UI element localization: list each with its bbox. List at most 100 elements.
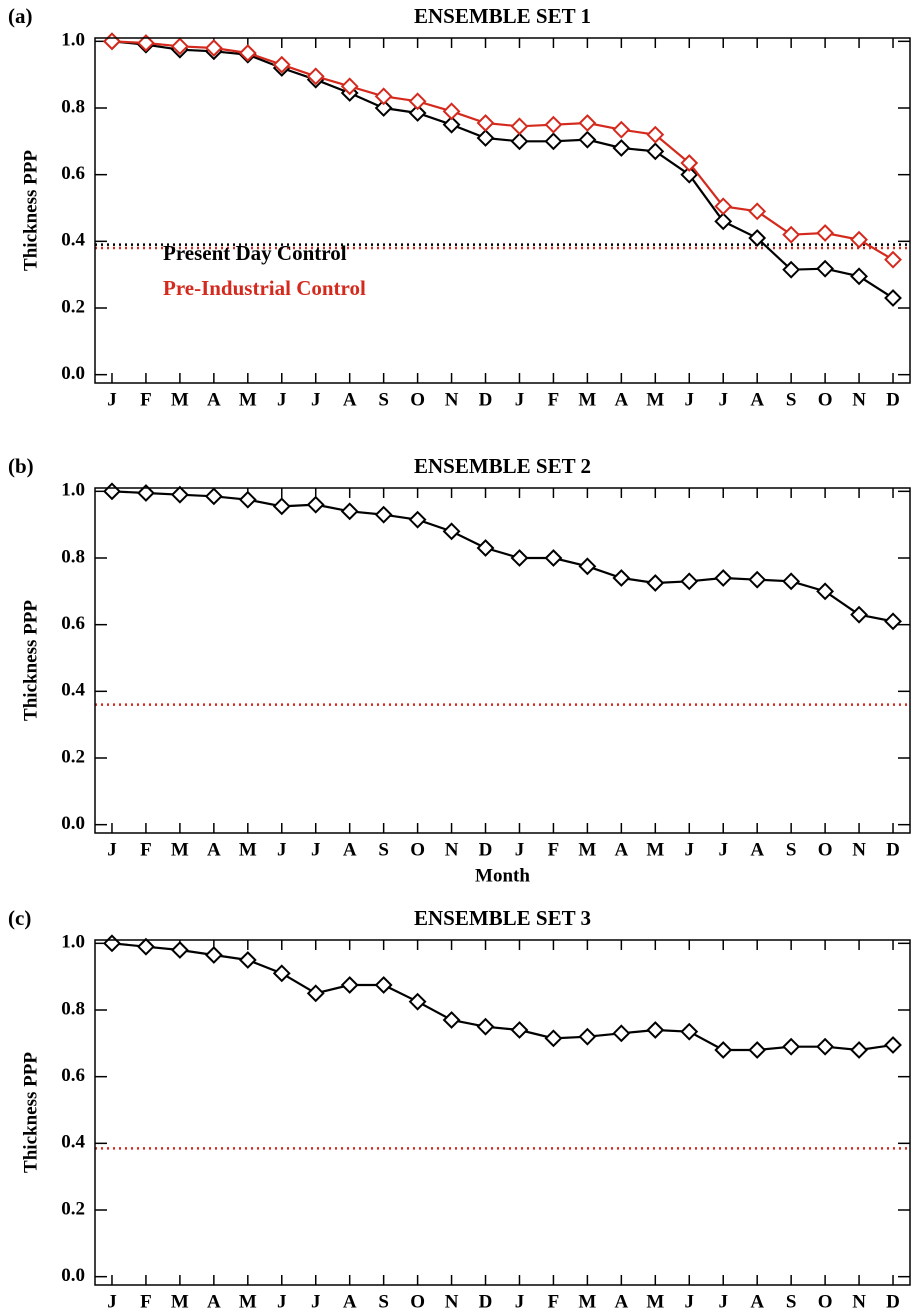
- marker: [544, 115, 563, 134]
- x-tick-label: F: [140, 839, 152, 860]
- marker: [170, 485, 189, 504]
- marker: [884, 612, 902, 631]
- x-tick-label: A: [614, 839, 628, 860]
- x-tick-label: M: [171, 839, 189, 860]
- x-tick-label: F: [140, 389, 152, 410]
- x-tick-label: M: [646, 1291, 664, 1311]
- y-axis-label: Thickness PPP: [20, 600, 41, 721]
- x-tick-label: D: [479, 1291, 493, 1311]
- marker: [170, 941, 189, 959]
- x-tick-label: N: [445, 389, 459, 410]
- marker: [204, 946, 223, 964]
- marker: [578, 114, 597, 132]
- marker: [272, 55, 291, 74]
- marker: [510, 549, 529, 567]
- x-tick-label: A: [750, 389, 764, 410]
- chart-title: ENSEMBLE SET 1: [414, 4, 591, 28]
- marker: [884, 1036, 902, 1054]
- x-tick-label: M: [578, 839, 596, 860]
- x-tick-label: N: [852, 1291, 866, 1311]
- y-tick-label: 1.0: [61, 480, 85, 501]
- x-tick-label: M: [171, 1291, 189, 1311]
- x-tick-label: J: [277, 389, 287, 410]
- y-tick-label: 0.2: [61, 1198, 85, 1219]
- marker: [782, 1037, 801, 1056]
- marker: [170, 37, 189, 56]
- panel-label: (b): [8, 454, 34, 478]
- marker: [578, 130, 597, 149]
- chart-title: ENSEMBLE SET 2: [414, 454, 591, 478]
- marker: [680, 572, 699, 591]
- x-tick-label: J: [107, 1291, 117, 1311]
- x-tick-label: S: [378, 839, 389, 860]
- y-tick-label: 1.0: [61, 30, 85, 51]
- marker: [748, 202, 767, 221]
- marker: [476, 114, 495, 132]
- marker: [103, 482, 121, 501]
- marker: [137, 937, 155, 956]
- marker: [544, 1029, 563, 1048]
- y-tick-label: 0.0: [61, 1265, 85, 1286]
- marker: [137, 34, 155, 52]
- series-line: [111, 490, 894, 623]
- marker: [408, 104, 427, 122]
- y-tick-label: 0.4: [61, 1132, 85, 1153]
- x-tick-label: J: [277, 839, 287, 860]
- y-tick-label: 0.4: [61, 680, 85, 701]
- marker: [544, 549, 563, 567]
- marker: [748, 570, 767, 589]
- x-tick-label: F: [548, 1291, 560, 1311]
- x-tick-label: D: [886, 839, 900, 860]
- marker: [646, 1021, 665, 1039]
- x-tick-label: J: [311, 1291, 321, 1311]
- y-tick-label: 0.2: [61, 296, 85, 317]
- marker: [612, 139, 631, 157]
- marker: [510, 1021, 529, 1039]
- marker: [646, 142, 665, 161]
- marker: [340, 502, 359, 521]
- marker: [816, 582, 835, 601]
- x-tick-label: D: [886, 389, 900, 410]
- x-tick-label: D: [479, 839, 493, 860]
- marker: [782, 572, 801, 591]
- marker: [884, 289, 902, 307]
- marker: [782, 260, 801, 279]
- y-tick-label: 0.0: [61, 363, 85, 384]
- y-tick-label: 0.0: [61, 813, 85, 834]
- x-tick-label: J: [685, 389, 695, 410]
- marker: [714, 197, 733, 216]
- marker: [544, 132, 563, 151]
- marker: [578, 557, 597, 576]
- marker: [408, 510, 427, 529]
- plot-frame: [94, 487, 911, 834]
- y-tick-label: 0.8: [61, 998, 85, 1019]
- marker: [680, 154, 699, 172]
- marker: [714, 212, 733, 231]
- marker: [238, 951, 257, 969]
- marker: [306, 67, 325, 86]
- marker: [306, 984, 325, 1003]
- x-tick-label: O: [410, 839, 425, 860]
- x-tick-label: S: [786, 1291, 797, 1311]
- x-tick-label: J: [515, 389, 525, 410]
- x-tick-label: O: [818, 389, 833, 410]
- marker: [578, 1027, 597, 1046]
- x-tick-label: S: [786, 389, 797, 410]
- x-tick-label: J: [718, 839, 728, 860]
- marker: [442, 102, 461, 121]
- marker: [103, 32, 121, 51]
- marker: [374, 99, 393, 117]
- x-tick-label: D: [479, 389, 493, 410]
- x-tick-label: M: [171, 389, 189, 410]
- x-tick-label: J: [277, 1291, 287, 1311]
- marker: [748, 229, 767, 247]
- marker: [306, 495, 325, 514]
- marker: [408, 92, 427, 111]
- x-tick-label: J: [311, 389, 321, 410]
- x-tick-label: M: [239, 389, 257, 410]
- x-tick-label: J: [718, 1291, 728, 1311]
- panel-label: (c): [8, 906, 31, 930]
- marker: [612, 120, 631, 139]
- y-tick-label: 0.2: [61, 746, 85, 767]
